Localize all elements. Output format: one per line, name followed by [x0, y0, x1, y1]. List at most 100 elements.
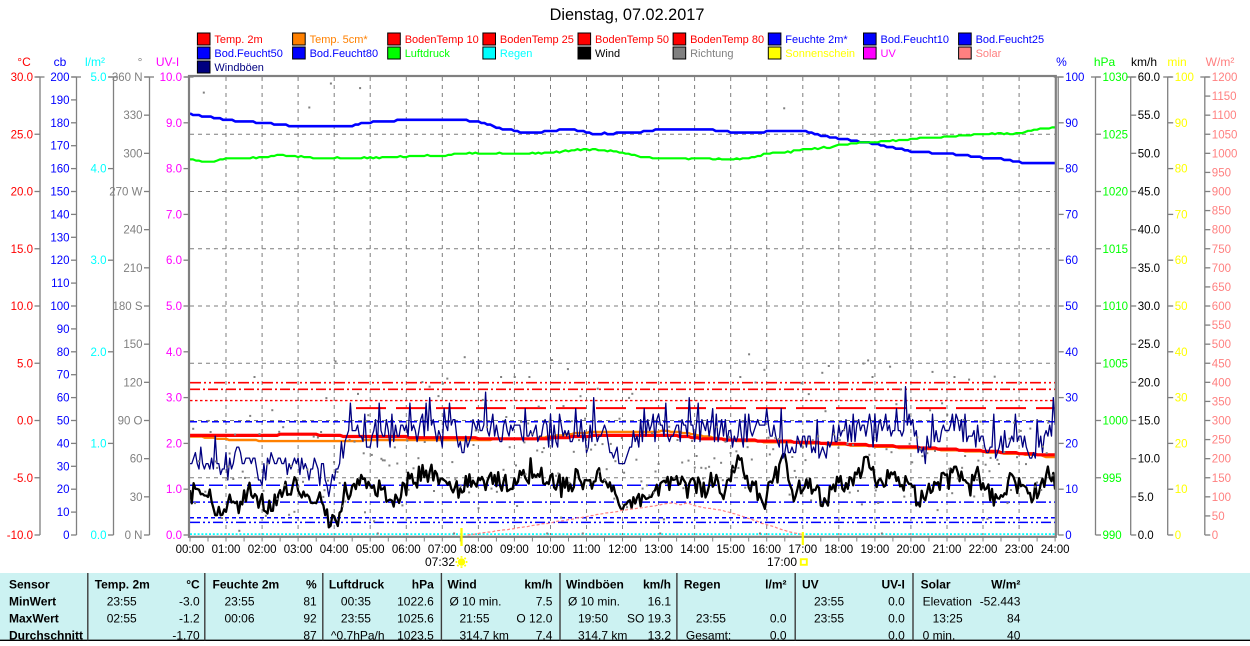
svg-text:80: 80: [1065, 164, 1078, 176]
svg-text:60: 60: [130, 454, 143, 466]
svg-text:30: 30: [130, 492, 143, 504]
svg-text:300: 300: [1212, 416, 1231, 428]
svg-text:Regen: Regen: [684, 578, 721, 592]
svg-text:Solar: Solar: [976, 48, 1002, 60]
svg-text:50: 50: [1212, 511, 1225, 523]
svg-text:50.0: 50.0: [1138, 148, 1160, 160]
svg-text:Bod.Feucht80: Bod.Feucht80: [310, 48, 379, 60]
svg-text:1200: 1200: [1212, 72, 1238, 84]
svg-text:5.0: 5.0: [91, 72, 107, 84]
svg-text:8.0: 8.0: [166, 164, 182, 176]
svg-text:00:06: 00:06: [225, 612, 255, 626]
svg-text:170: 170: [50, 141, 69, 153]
svg-text:5.0: 5.0: [17, 358, 33, 370]
svg-text:23:55: 23:55: [814, 595, 844, 609]
svg-text:50: 50: [57, 416, 70, 428]
svg-text:0.0: 0.0: [166, 530, 182, 542]
svg-text:1150: 1150: [1212, 91, 1237, 103]
svg-text:5.0: 5.0: [1138, 492, 1154, 504]
svg-text:10: 10: [57, 507, 70, 519]
svg-text:1025: 1025: [1103, 129, 1129, 141]
svg-text:07:32: 07:32: [425, 555, 455, 569]
svg-text:Temp. 5cm*: Temp. 5cm*: [310, 34, 369, 46]
svg-text:800: 800: [1212, 225, 1231, 237]
svg-text:360 N: 360 N: [112, 72, 143, 84]
svg-text:Sonnenschein: Sonnenschein: [785, 48, 855, 60]
svg-text:W/m²: W/m²: [1206, 55, 1235, 69]
svg-text:13:25: 13:25: [933, 612, 963, 626]
svg-text:l/m²: l/m²: [765, 578, 786, 592]
svg-text:Windböen: Windböen: [566, 578, 624, 592]
svg-text:%: %: [1056, 55, 1067, 69]
svg-text:190: 190: [50, 95, 69, 107]
svg-text:110: 110: [51, 278, 69, 290]
svg-text:12:00: 12:00: [608, 544, 637, 556]
svg-text:40: 40: [1065, 347, 1078, 359]
svg-text:180 S: 180 S: [112, 301, 142, 313]
svg-text:30: 30: [57, 461, 70, 473]
svg-text:23:55: 23:55: [814, 612, 844, 626]
svg-text:7.5: 7.5: [536, 595, 553, 609]
svg-text:-10.0: -10.0: [7, 530, 33, 542]
svg-text:15.0: 15.0: [11, 244, 33, 256]
svg-text:100: 100: [1212, 492, 1231, 504]
svg-text:650: 650: [1212, 282, 1231, 294]
svg-text:14:00: 14:00: [680, 544, 709, 556]
svg-text:Dienstag, 07.02.2017: Dienstag, 07.02.2017: [550, 6, 705, 24]
svg-text:km/h: km/h: [643, 578, 671, 592]
svg-text:0: 0: [1175, 530, 1181, 542]
svg-text:30: 30: [1175, 393, 1188, 405]
svg-text:990: 990: [1103, 530, 1122, 542]
svg-text:1.0: 1.0: [91, 438, 107, 450]
svg-text:100: 100: [50, 301, 69, 313]
svg-text:Sensor: Sensor: [9, 578, 50, 592]
svg-text:60: 60: [1175, 255, 1188, 267]
svg-text:0.0: 0.0: [1138, 530, 1154, 542]
svg-text:BodenTemp 25: BodenTemp 25: [500, 34, 574, 46]
svg-text:°C: °C: [17, 55, 31, 69]
svg-text:1025.6: 1025.6: [397, 612, 434, 626]
svg-text:Elevation: Elevation: [923, 595, 972, 609]
svg-text:hPa: hPa: [1094, 55, 1116, 69]
svg-text:20:00: 20:00: [897, 544, 926, 556]
svg-text:00:00: 00:00: [176, 544, 205, 556]
svg-text:3.0: 3.0: [91, 255, 107, 267]
svg-text:35.0: 35.0: [1138, 263, 1160, 275]
svg-text:09:00: 09:00: [500, 544, 529, 556]
svg-text:90: 90: [1065, 118, 1078, 130]
svg-text:4.0: 4.0: [166, 347, 182, 359]
svg-text:81: 81: [303, 595, 317, 609]
svg-text:Windböen: Windböen: [214, 62, 264, 74]
svg-text:Wind: Wind: [595, 48, 620, 60]
svg-text:10.0: 10.0: [160, 72, 182, 84]
svg-text:1015: 1015: [1103, 244, 1129, 256]
svg-text:Temp. 2m: Temp. 2m: [214, 34, 262, 46]
svg-text:10.0: 10.0: [11, 301, 33, 313]
svg-text:Ø 10 min.: Ø 10 min.: [450, 595, 502, 609]
svg-text:19:00: 19:00: [861, 544, 890, 556]
svg-text:150: 150: [1212, 473, 1231, 485]
svg-text:60.0: 60.0: [1138, 72, 1160, 84]
svg-text:60: 60: [57, 393, 70, 405]
svg-text:40: 40: [1007, 628, 1021, 641]
svg-text:90: 90: [57, 324, 70, 336]
svg-text:750: 750: [1212, 244, 1231, 256]
svg-text:1100: 1100: [1212, 110, 1237, 122]
svg-text:18:00: 18:00: [824, 544, 853, 556]
svg-text:0.0: 0.0: [888, 612, 905, 626]
svg-text:70: 70: [57, 370, 70, 382]
svg-text:15.0: 15.0: [1138, 416, 1160, 428]
svg-text:0 N: 0 N: [125, 530, 143, 542]
svg-text:150: 150: [50, 187, 69, 199]
svg-text:23:00: 23:00: [1005, 544, 1034, 556]
svg-text:Feuchte 2m*: Feuchte 2m*: [785, 34, 848, 46]
svg-text:Wind: Wind: [448, 578, 477, 592]
svg-text:UV: UV: [802, 578, 819, 592]
svg-text:80: 80: [1175, 164, 1188, 176]
svg-text:20: 20: [1065, 438, 1078, 450]
svg-text:20.0: 20.0: [11, 187, 33, 199]
svg-text:10.0: 10.0: [1138, 454, 1160, 466]
svg-text:Bod.Feucht25: Bod.Feucht25: [976, 34, 1045, 46]
svg-text:l/m²: l/m²: [85, 55, 105, 69]
svg-text:5.0: 5.0: [166, 301, 182, 313]
